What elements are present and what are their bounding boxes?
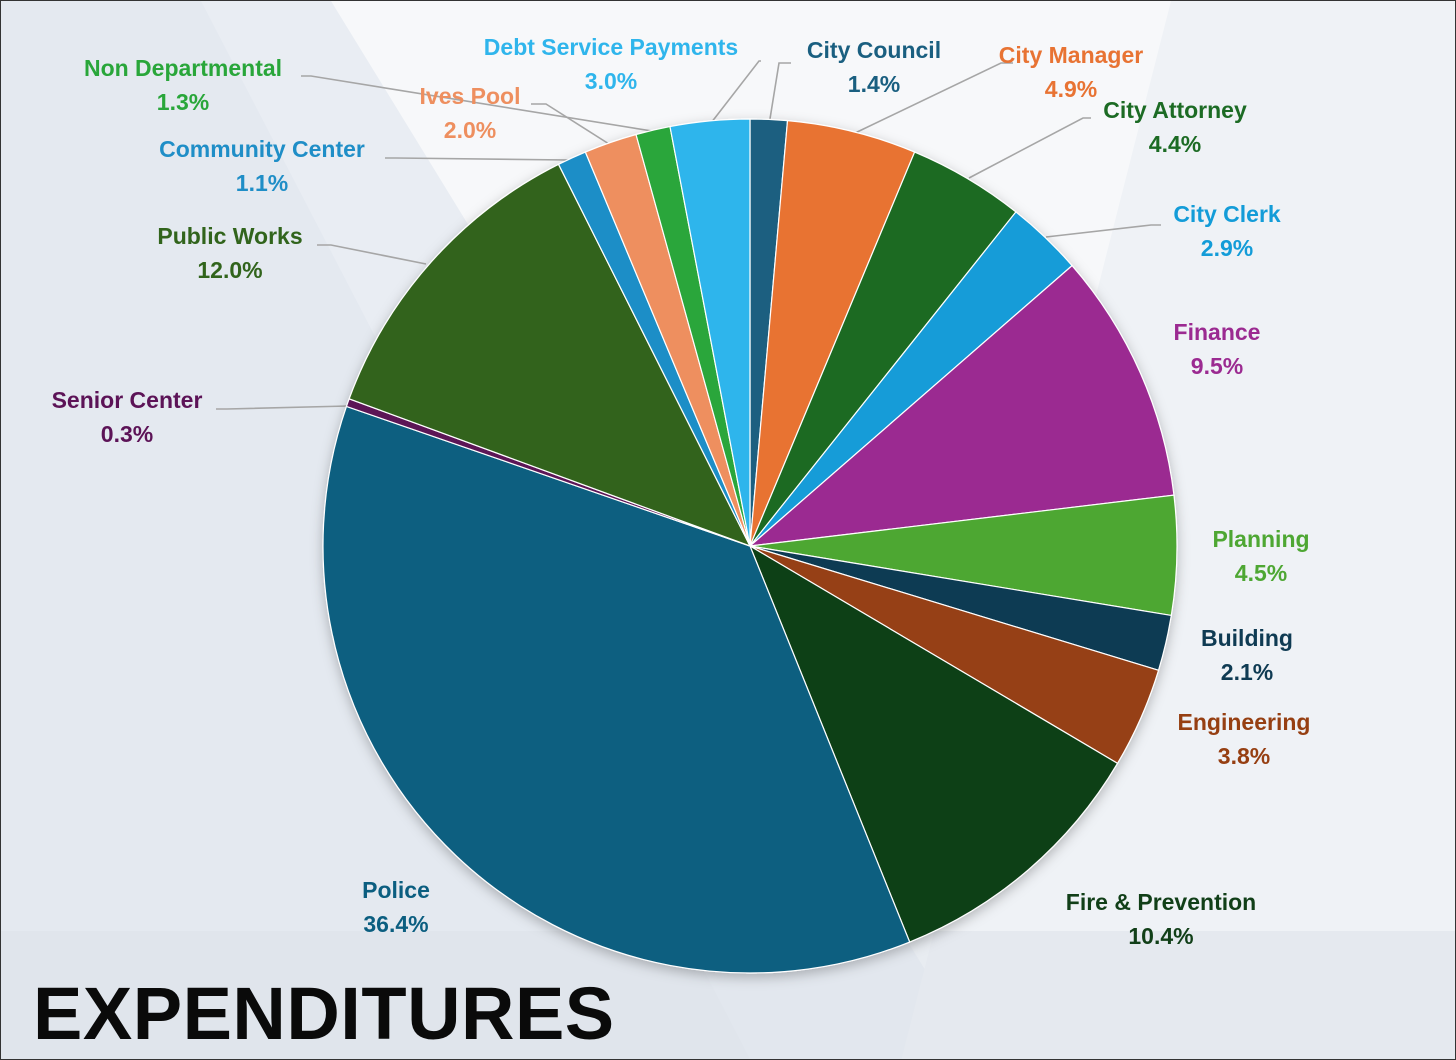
pie-slice-police	[322, 405, 911, 974]
slice-label-ives-pool: Ives Pool 2.0%	[420, 79, 521, 147]
slice-label-city-attorney: City Attorney 4.4%	[1103, 93, 1247, 161]
slice-label-building: Building 2.1%	[1201, 621, 1293, 689]
slice-label-debt-service-payments: Debt Service Payments 3.0%	[484, 30, 738, 98]
slice-name: City Council	[806, 37, 942, 63]
slice-name: Debt Service Payments	[483, 34, 739, 60]
slice-value: 2.0%	[443, 117, 497, 143]
chart-title: EXPENDITURES	[33, 972, 615, 1055]
slice-label-police: Police 36.4%	[362, 873, 430, 941]
slice-name: City Clerk	[1173, 201, 1281, 227]
slice-label-community-center: Community Center 1.1%	[159, 132, 365, 200]
slice-label-city-council: City Council 1.4%	[807, 33, 941, 101]
slice-name: Ives Pool	[419, 83, 521, 109]
leader-line-senior-center	[216, 405, 349, 410]
slice-name: City Attorney	[1103, 97, 1247, 123]
slice-label-non-departmental: Non Departmental 1.3%	[84, 51, 282, 119]
leader-line-city-manager	[852, 62, 1013, 135]
slice-name: Senior Center	[51, 387, 203, 413]
pie-slice-debt-service-payments	[669, 118, 751, 547]
slice-value: 1.1%	[235, 170, 289, 196]
slice-name: Engineering	[1177, 709, 1311, 735]
slice-label-city-manager: City Manager 4.9%	[999, 38, 1143, 106]
leader-line-public-works	[317, 244, 427, 265]
slice-label-engineering: Engineering 3.8%	[1178, 705, 1311, 773]
slice-name: Public Works	[157, 223, 303, 249]
pie-slice-fire-prevention	[748, 544, 1119, 943]
slice-name: Non Departmental	[83, 55, 283, 81]
leader-line-city-clerk	[1045, 224, 1161, 238]
slice-name: Fire & Prevention	[1065, 889, 1257, 915]
pie-slice-public-works	[348, 163, 752, 548]
slice-value: 2.9%	[1200, 235, 1254, 261]
leader-line-non-departmental	[301, 75, 653, 132]
slice-value: 3.8%	[1217, 743, 1271, 769]
slice-value: 1.3%	[156, 89, 210, 115]
slice-name: Community Center	[159, 136, 365, 162]
slice-name: Building	[1201, 625, 1293, 651]
leader-lines	[216, 60, 1161, 410]
slice-label-finance: Finance 9.5%	[1174, 315, 1261, 383]
slice-value: 12.0%	[197, 257, 263, 283]
slice-label-senior-center: Senior Center 0.3%	[52, 383, 203, 451]
slice-value: 4.9%	[1044, 76, 1098, 102]
pie-slice-finance	[748, 264, 1175, 547]
slice-value: 36.4%	[363, 911, 429, 937]
slice-name: Police	[362, 877, 430, 903]
slice-value: 10.4%	[1128, 923, 1194, 949]
slice-name: City Manager	[998, 42, 1144, 68]
slice-label-city-clerk: City Clerk 2.9%	[1173, 197, 1280, 265]
leader-line-ives-pool	[531, 103, 610, 145]
slice-value: 1.4%	[847, 71, 901, 97]
leader-line-debt-service-payments	[710, 60, 761, 124]
slice-value: 2.1%	[1220, 659, 1274, 685]
slice-label-fire-prevention: Fire & Prevention 10.4%	[1066, 885, 1256, 953]
slice-name: Finance	[1173, 319, 1261, 345]
leader-line-city-council	[768, 62, 791, 126]
slice-label-public-works: Public Works 12.0%	[157, 219, 302, 287]
slice-name: Planning	[1212, 526, 1310, 552]
slice-value: 3.0%	[584, 68, 638, 94]
pie-slices	[322, 118, 1178, 974]
leader-line-city-attorney	[968, 117, 1091, 179]
leader-line-community-center	[385, 157, 569, 161]
slice-value: 9.5%	[1190, 353, 1244, 379]
slice-value: 4.4%	[1148, 131, 1202, 157]
slice-value: 4.5%	[1234, 560, 1288, 586]
slice-label-planning: Planning 4.5%	[1212, 522, 1309, 590]
slice-value: 0.3%	[100, 421, 154, 447]
